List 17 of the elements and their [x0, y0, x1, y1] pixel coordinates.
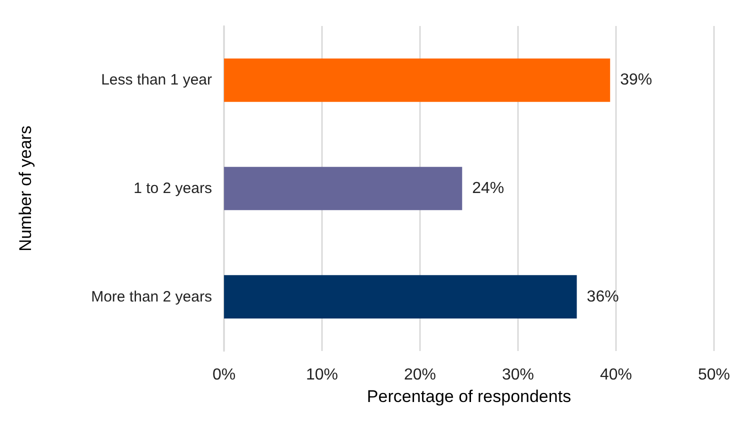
data-label: 24%: [472, 180, 504, 197]
data-label: 39%: [620, 72, 652, 89]
y-axis-title: Number of years: [16, 126, 35, 252]
bar: [224, 166, 462, 210]
data-label: 36%: [586, 288, 619, 306]
x-tick-label: 10%: [306, 366, 338, 384]
x-tick-label: 40%: [600, 366, 632, 384]
y-tick-label: 1 to 2 years: [134, 180, 212, 197]
x-tick-label: 50%: [698, 366, 730, 384]
x-tick-label: 0%: [212, 366, 236, 384]
x-tick-label: 20%: [404, 366, 436, 384]
bar: [224, 275, 577, 318]
bar: [224, 58, 610, 102]
x-tick-label: 30%: [502, 366, 534, 384]
x-axis-title: Percentage of respondents: [366, 386, 572, 406]
y-tick-label: More than 2 years: [91, 288, 212, 306]
y-tick-label: Less than 1 year: [101, 72, 212, 89]
